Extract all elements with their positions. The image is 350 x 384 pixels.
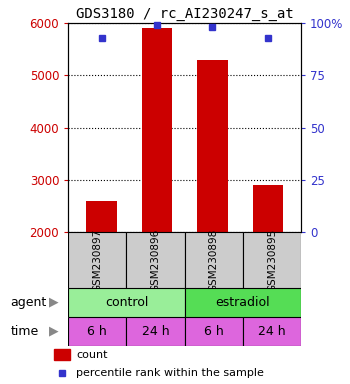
Bar [243, 232, 301, 288]
Text: ▶: ▶ [49, 296, 59, 309]
Bar [86, 201, 117, 232]
Text: GSM230896: GSM230896 [150, 228, 161, 292]
Text: GSM230897: GSM230897 [92, 228, 102, 292]
Bar [68, 317, 126, 346]
Text: estradiol: estradiol [216, 296, 270, 309]
Bar [185, 232, 243, 288]
Text: GSM230898: GSM230898 [209, 228, 219, 292]
Text: percentile rank within the sample: percentile rank within the sample [76, 367, 264, 377]
Bar [126, 232, 185, 288]
Bar [126, 317, 185, 346]
Text: 24 h: 24 h [258, 325, 286, 338]
Bar [68, 288, 185, 317]
Text: time: time [10, 325, 39, 338]
Bar [197, 60, 228, 232]
Bar [185, 317, 243, 346]
Text: GSM230895: GSM230895 [267, 228, 277, 292]
Bar [243, 317, 301, 346]
Bar [185, 288, 301, 317]
Bar [54, 349, 70, 360]
Title: GDS3180 / rc_AI230247_s_at: GDS3180 / rc_AI230247_s_at [76, 7, 294, 21]
Text: ▶: ▶ [49, 325, 59, 338]
Bar [252, 185, 283, 232]
Bar [68, 232, 126, 288]
Bar [142, 28, 172, 232]
Text: count: count [76, 349, 107, 359]
Text: 6 h: 6 h [204, 325, 224, 338]
Text: 24 h: 24 h [142, 325, 169, 338]
Text: control: control [105, 296, 148, 309]
Text: 6 h: 6 h [88, 325, 107, 338]
Text: agent: agent [10, 296, 47, 309]
